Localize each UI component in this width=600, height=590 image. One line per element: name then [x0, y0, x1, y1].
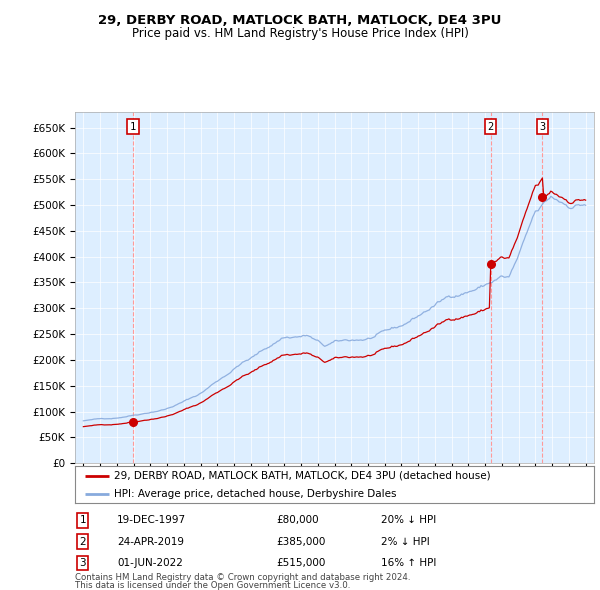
Text: 2% ↓ HPI: 2% ↓ HPI: [381, 537, 430, 546]
Text: 19-DEC-1997: 19-DEC-1997: [117, 516, 186, 525]
Text: £515,000: £515,000: [276, 558, 325, 568]
Text: 3: 3: [79, 558, 86, 568]
Text: 29, DERBY ROAD, MATLOCK BATH, MATLOCK, DE4 3PU (detached house): 29, DERBY ROAD, MATLOCK BATH, MATLOCK, D…: [114, 471, 491, 481]
Text: Contains HM Land Registry data © Crown copyright and database right 2024.: Contains HM Land Registry data © Crown c…: [75, 572, 410, 582]
Text: Price paid vs. HM Land Registry's House Price Index (HPI): Price paid vs. HM Land Registry's House …: [131, 27, 469, 40]
Text: £385,000: £385,000: [276, 537, 325, 546]
Text: 24-APR-2019: 24-APR-2019: [117, 537, 184, 546]
Text: 20% ↓ HPI: 20% ↓ HPI: [381, 516, 436, 525]
Text: 2: 2: [487, 122, 494, 132]
Text: £80,000: £80,000: [276, 516, 319, 525]
Text: HPI: Average price, detached house, Derbyshire Dales: HPI: Average price, detached house, Derb…: [114, 489, 397, 499]
Text: 16% ↑ HPI: 16% ↑ HPI: [381, 558, 436, 568]
Text: 29, DERBY ROAD, MATLOCK BATH, MATLOCK, DE4 3PU: 29, DERBY ROAD, MATLOCK BATH, MATLOCK, D…: [98, 14, 502, 27]
Text: This data is licensed under the Open Government Licence v3.0.: This data is licensed under the Open Gov…: [75, 581, 350, 590]
Text: 1: 1: [130, 122, 136, 132]
Text: 2: 2: [79, 537, 86, 546]
Text: 1: 1: [79, 516, 86, 525]
Text: 01-JUN-2022: 01-JUN-2022: [117, 558, 183, 568]
Text: 3: 3: [539, 122, 545, 132]
